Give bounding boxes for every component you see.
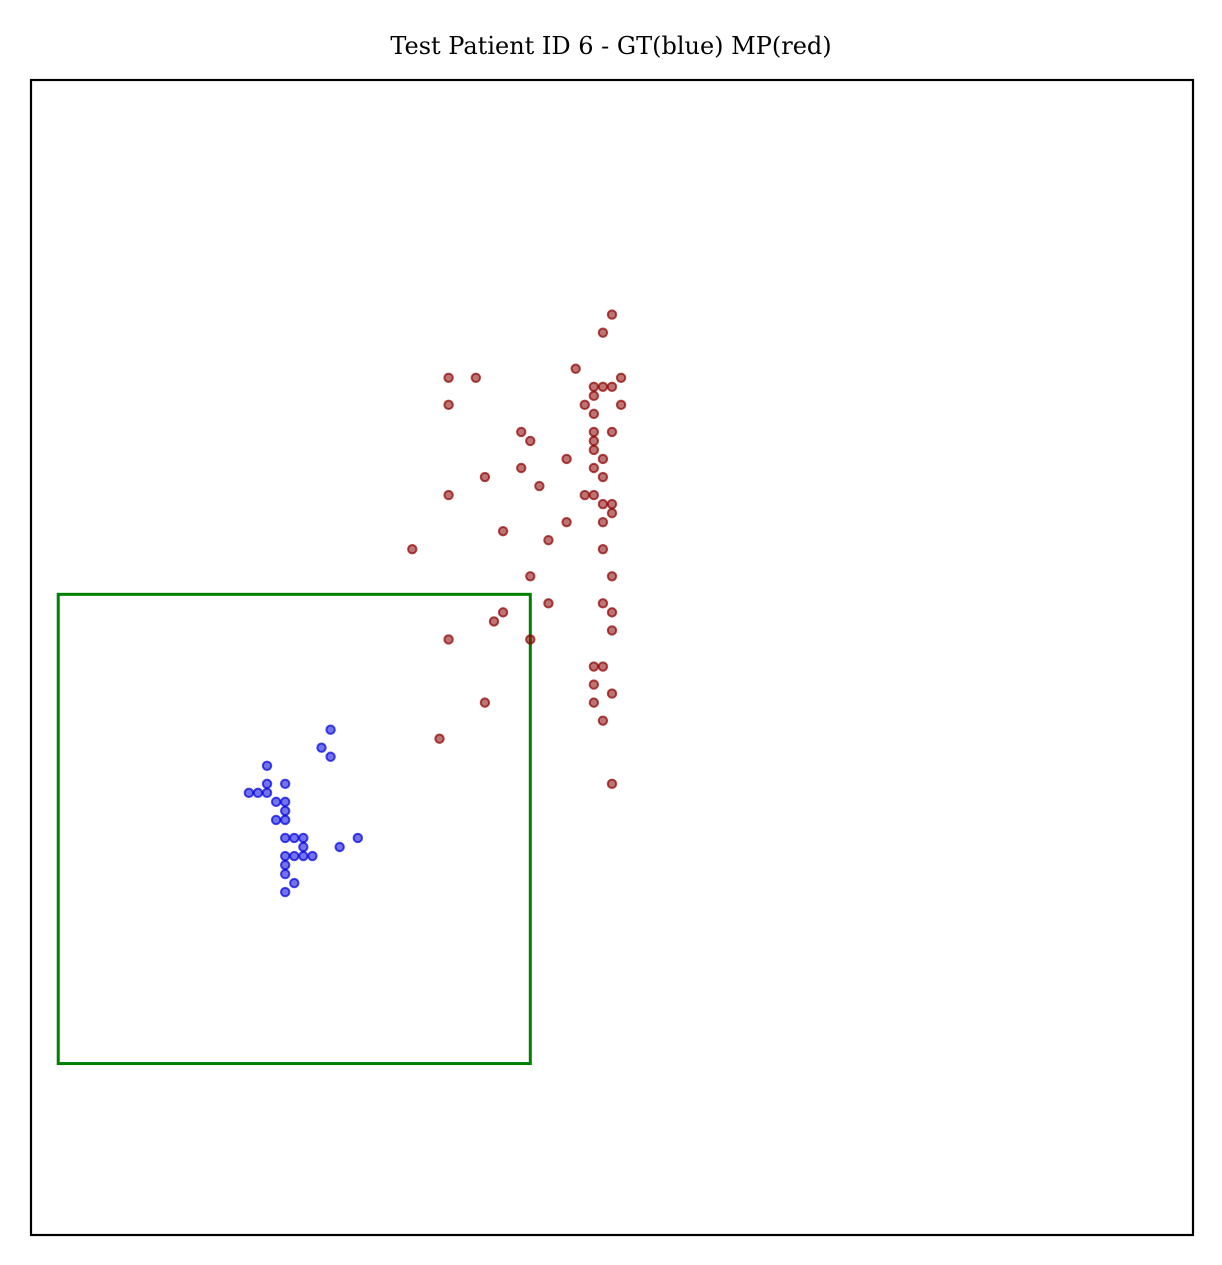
series-1-point-42	[597, 598, 609, 609]
series-0-point-24	[279, 859, 291, 871]
series-1-point-14	[516, 426, 527, 438]
series-1-point-56	[434, 733, 445, 744]
series-1-point-33	[561, 516, 572, 528]
series-1-point-20	[561, 453, 572, 465]
series-1-point-24	[479, 471, 491, 483]
series-0	[243, 724, 364, 898]
series-0-point-23	[307, 850, 318, 862]
series-1	[407, 309, 627, 790]
series-1-point-57	[606, 778, 618, 790]
series-1-point-25	[597, 471, 609, 483]
series-1-point-2	[443, 372, 454, 383]
series-1-point-51	[588, 679, 600, 690]
series-1-point-13	[588, 408, 600, 420]
series-1-point-23	[588, 462, 600, 474]
series-0-point-7	[243, 787, 255, 799]
series-1-point-44	[497, 607, 509, 618]
series-0-point-8	[261, 787, 273, 799]
series-1-point-48	[606, 625, 618, 636]
series-0-point-16	[298, 832, 309, 844]
series-0-point-10	[279, 796, 291, 808]
series-1-point-41	[543, 598, 554, 609]
plot-area-frame	[29, 78, 1195, 1237]
chart-title: Test Patient ID 6 - GT(blue) MP(red)	[390, 32, 831, 60]
series-0-point-9	[270, 796, 282, 808]
series-0-point-26	[289, 877, 300, 889]
series-1-point-8	[588, 381, 600, 392]
series-1-point-54	[588, 697, 600, 708]
series-0-point-12	[270, 814, 282, 826]
series-1-point-4	[570, 363, 581, 374]
series-0-point-14	[279, 832, 291, 844]
series-1-point-27	[443, 489, 454, 501]
series-1-point-21	[597, 453, 609, 465]
series-1-point-49	[588, 661, 600, 672]
series-1-point-34	[597, 516, 609, 528]
series-0-point-22	[298, 850, 309, 862]
series-0-point-21	[289, 850, 300, 862]
series-0-point-15	[289, 832, 300, 844]
series-1-point-19	[588, 444, 600, 456]
series-1-point-47	[525, 634, 536, 645]
series-0-point-2	[325, 751, 336, 762]
series-1-point-29	[588, 489, 600, 501]
series-0-point-19	[334, 841, 345, 853]
series-1-point-38	[597, 544, 609, 555]
series-1-point-36	[543, 534, 554, 546]
series-1-point-1	[597, 327, 609, 338]
series-0-point-4	[279, 778, 291, 790]
series-1-point-43	[606, 607, 618, 618]
series-0-point-3	[261, 760, 273, 771]
series-1-point-7	[606, 381, 618, 392]
series-1-point-53	[479, 697, 491, 708]
series-1-point-0	[606, 309, 618, 320]
series-1-point-45	[488, 616, 500, 627]
series-0-point-17	[352, 832, 364, 844]
series-0-point-1	[316, 742, 327, 753]
series-0-point-6	[252, 787, 264, 799]
annotation-rectangle-0	[56, 592, 532, 1066]
series-1-point-11	[579, 399, 590, 411]
series-0-point-0	[325, 724, 336, 735]
series-1-point-37	[407, 544, 418, 555]
series-1-point-18	[588, 435, 600, 447]
series-1-point-3	[470, 372, 482, 383]
series-1-point-52	[606, 688, 618, 699]
series-0-point-20	[279, 850, 291, 862]
series-1-point-40	[606, 571, 618, 582]
series-0-point-18	[298, 841, 309, 853]
series-1-point-35	[497, 525, 509, 537]
series-1-point-16	[588, 426, 600, 438]
series-1-point-50	[597, 661, 609, 672]
series-0-point-5	[261, 778, 273, 790]
series-1-point-26	[534, 480, 545, 492]
series-1-point-10	[443, 399, 454, 411]
series-1-point-6	[597, 381, 609, 392]
series-1-point-12	[615, 399, 627, 411]
series-0-point-25	[279, 868, 291, 880]
annotation-layer	[56, 592, 532, 1066]
series-1-point-9	[588, 390, 600, 402]
series-0-point-13	[279, 814, 291, 826]
series-1-point-28	[579, 489, 590, 501]
series-1-point-5	[615, 372, 627, 383]
series-1-point-22	[516, 462, 527, 474]
points-layer	[243, 309, 627, 898]
series-1-point-32	[606, 507, 618, 519]
series-1-point-55	[597, 715, 609, 726]
series-1-point-39	[525, 571, 536, 582]
series-1-point-30	[597, 498, 609, 510]
series-0-point-11	[279, 805, 291, 817]
series-1-point-46	[443, 634, 454, 645]
series-1-point-31	[606, 498, 618, 510]
series-1-point-17	[606, 426, 618, 438]
series-1-point-15	[525, 435, 536, 447]
series-0-point-27	[279, 886, 291, 898]
